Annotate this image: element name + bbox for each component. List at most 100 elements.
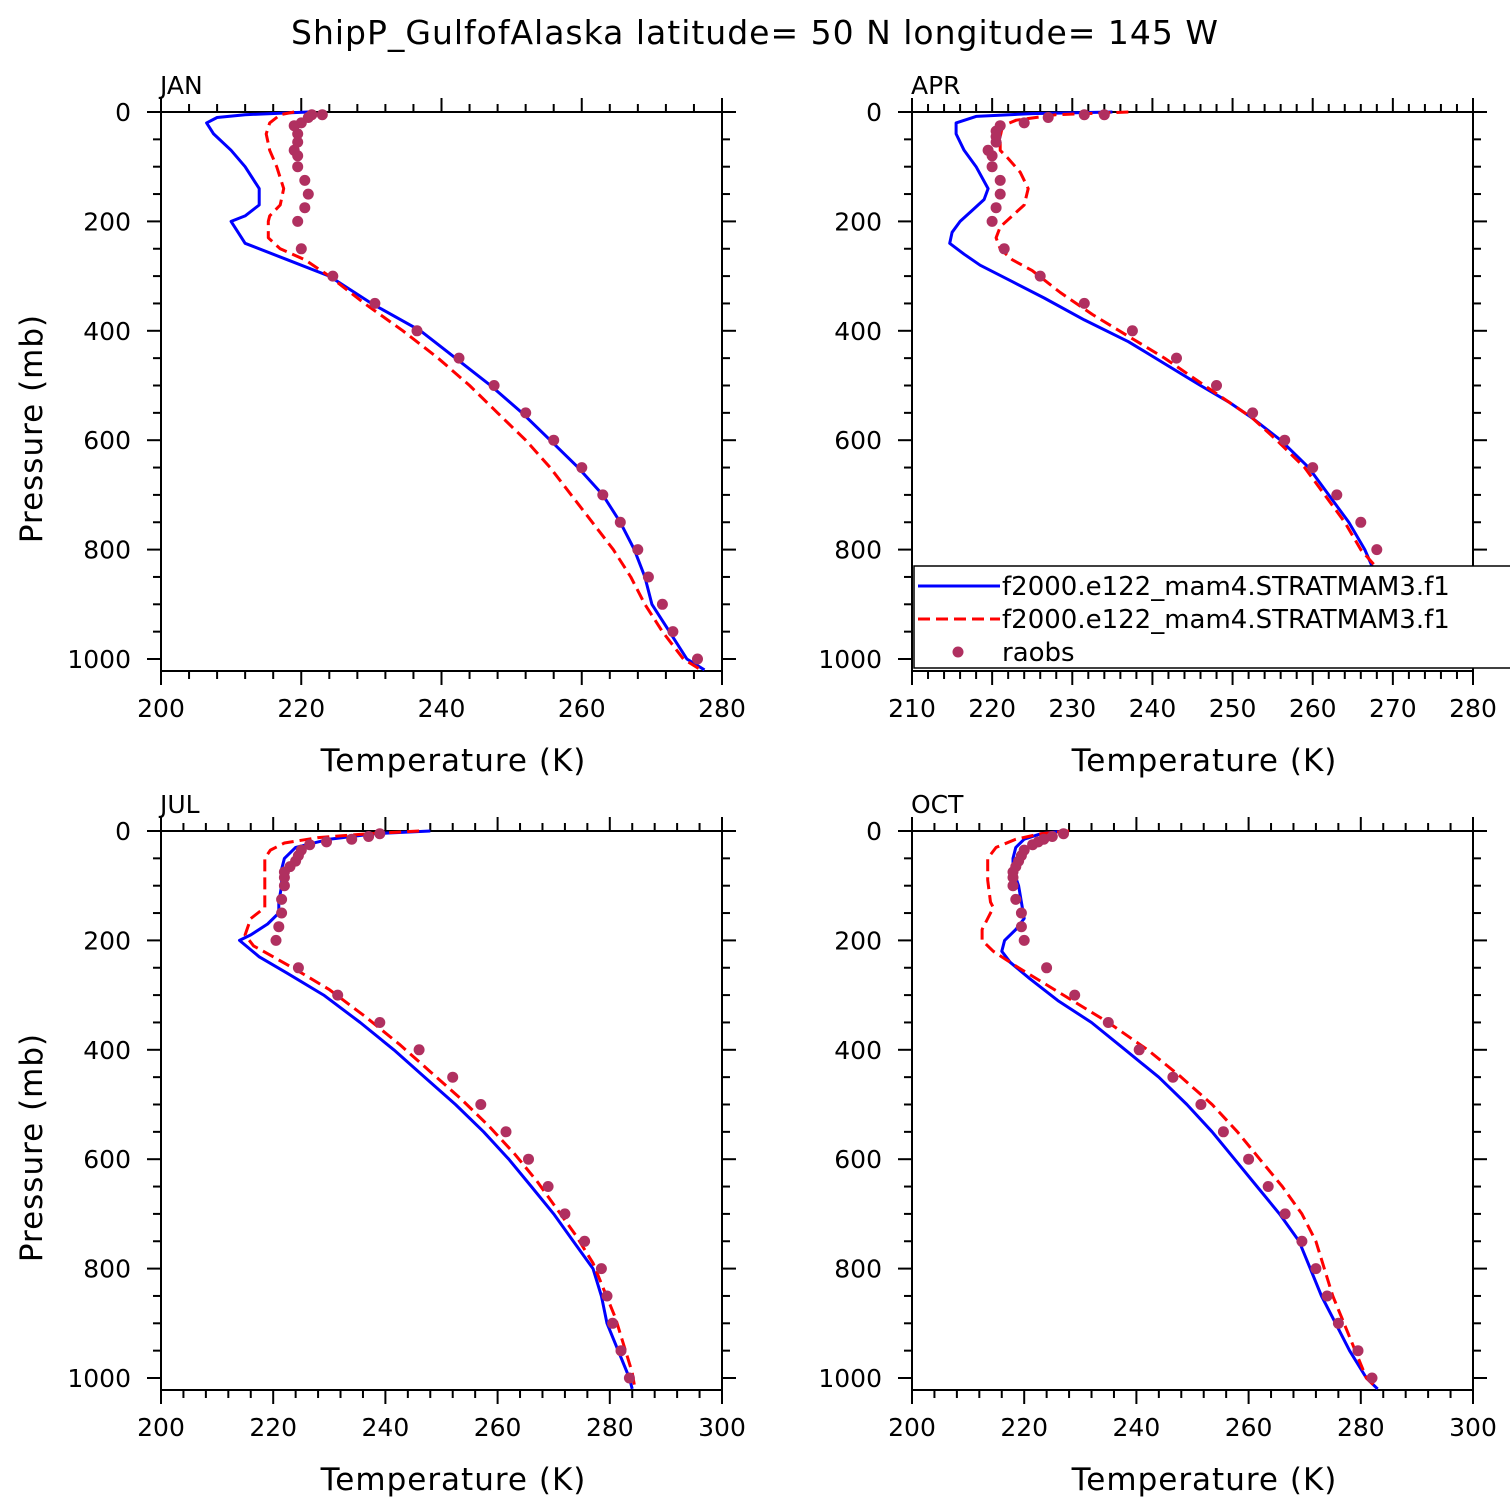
x-tick-label: 240	[1113, 1413, 1161, 1442]
raobs-point	[1126, 325, 1138, 337]
x-tick-label: 300	[1449, 1413, 1497, 1442]
raobs-point	[1078, 297, 1090, 309]
raobs-point	[1307, 462, 1319, 474]
raobs-point	[1355, 516, 1367, 528]
series-line-solid	[948, 110, 1458, 661]
x-tick-label: 240	[1129, 694, 1177, 723]
series-line-dashed	[243, 829, 637, 1390]
x-tick-label: 240	[418, 694, 466, 723]
raobs-point	[1247, 407, 1259, 419]
raobs-point	[1279, 434, 1291, 446]
raobs-point	[1310, 1263, 1322, 1275]
raobs-point	[302, 188, 314, 200]
raobs-point	[292, 215, 304, 227]
raobs-point	[986, 161, 998, 173]
raobs-point	[288, 120, 300, 132]
x-tick-label: 220	[277, 694, 325, 723]
y-tick-label: 400	[83, 1036, 131, 1065]
raobs-point	[1042, 112, 1054, 123]
raobs-point	[292, 150, 304, 162]
raobs-point	[369, 297, 381, 309]
y-tick-label: 400	[834, 1036, 882, 1065]
y-tick-label: 800	[834, 536, 882, 565]
raobs-point	[614, 516, 626, 528]
y-tick-label: 800	[834, 1255, 882, 1284]
x-tick-label: 260	[1225, 1413, 1273, 1442]
series-group	[238, 829, 637, 1390]
y-tick-label: 0	[115, 817, 131, 846]
x-tick-label: 200	[137, 1413, 185, 1442]
x-tick-label: 250	[1209, 694, 1257, 723]
plot-frame	[160, 830, 723, 1391]
raobs-point	[1058, 828, 1069, 840]
y-tick-label: 0	[866, 817, 882, 846]
raobs-point	[642, 571, 654, 583]
raobs-point	[632, 544, 644, 556]
x-tick-label: 270	[1369, 694, 1417, 723]
x-tick-label: 280	[1449, 694, 1497, 723]
series-group	[205, 110, 706, 671]
y-tick-label: 800	[83, 536, 131, 565]
plot-frame	[911, 830, 1474, 1391]
raobs-point	[1371, 544, 1383, 556]
raobs-point	[304, 839, 316, 851]
raobs-point	[488, 380, 500, 391]
raobs-point	[1102, 1017, 1114, 1028]
raobs-point	[1098, 109, 1110, 121]
raobs-point	[1041, 962, 1053, 974]
y-axis-label: Pressure (mb)	[14, 1033, 50, 1262]
series-line-dashed	[994, 110, 1455, 661]
x-tick-label: 260	[558, 694, 606, 723]
x-axis-label: Temperature (K)	[1071, 743, 1338, 779]
raobs-point	[1078, 109, 1090, 121]
x-tick-label: 210	[888, 694, 936, 723]
x-tick-label: 200	[137, 694, 185, 723]
raobs-point	[270, 934, 282, 946]
y-tick-label: 0	[115, 98, 131, 127]
raobs-point	[1243, 1153, 1255, 1165]
raobs-point	[1069, 989, 1081, 1001]
raobs-point	[292, 962, 304, 974]
raobs-point	[1366, 1372, 1378, 1384]
x-tick-label: 280	[586, 1413, 634, 1442]
panel-title: JAN	[158, 71, 203, 100]
raobs-point	[623, 1372, 635, 1384]
raobs-point	[1018, 117, 1030, 129]
raobs-point	[299, 174, 311, 186]
y-tick-label: 1000	[67, 645, 131, 674]
raobs-point	[656, 598, 668, 610]
raobs-point	[1171, 352, 1182, 364]
legend-label: f2000.e122_mam4.STRATMAM3.f1	[1002, 605, 1450, 635]
legend-label: f2000.e122_mam4.STRATMAM3.f1	[1002, 572, 1450, 602]
raobs-point	[548, 434, 560, 446]
raobs-point	[278, 872, 290, 883]
raobs-point	[413, 1044, 425, 1056]
raobs-point	[447, 1071, 459, 1083]
raobs-point	[579, 1235, 591, 1247]
raobs-point	[1211, 380, 1222, 391]
raobs-point	[292, 136, 304, 148]
y-tick-label: 1000	[818, 1364, 882, 1393]
raobs-point	[692, 653, 703, 665]
x-tick-label: 220	[1000, 1413, 1048, 1442]
y-tick-label: 800	[83, 1255, 131, 1284]
y-tick-label: 1000	[818, 645, 882, 674]
raobs-point	[321, 836, 332, 848]
raobs-point	[601, 1290, 613, 1302]
y-axis-label: Pressure (mb)	[14, 314, 50, 543]
raobs-point	[1279, 1208, 1291, 1220]
x-axis-label: Temperature (K)	[320, 743, 587, 779]
raobs-point	[1296, 1235, 1308, 1247]
series-line-dashed	[264, 110, 702, 671]
x-tick-label: 230	[1048, 694, 1096, 723]
raobs-point	[292, 128, 304, 140]
raobs-point	[994, 174, 1006, 186]
raobs-point	[520, 407, 532, 419]
x-tick-label: 300	[698, 1413, 746, 1442]
y-tick-label: 400	[834, 317, 882, 346]
x-tick-label: 220	[968, 694, 1016, 723]
series-group	[948, 110, 1458, 661]
